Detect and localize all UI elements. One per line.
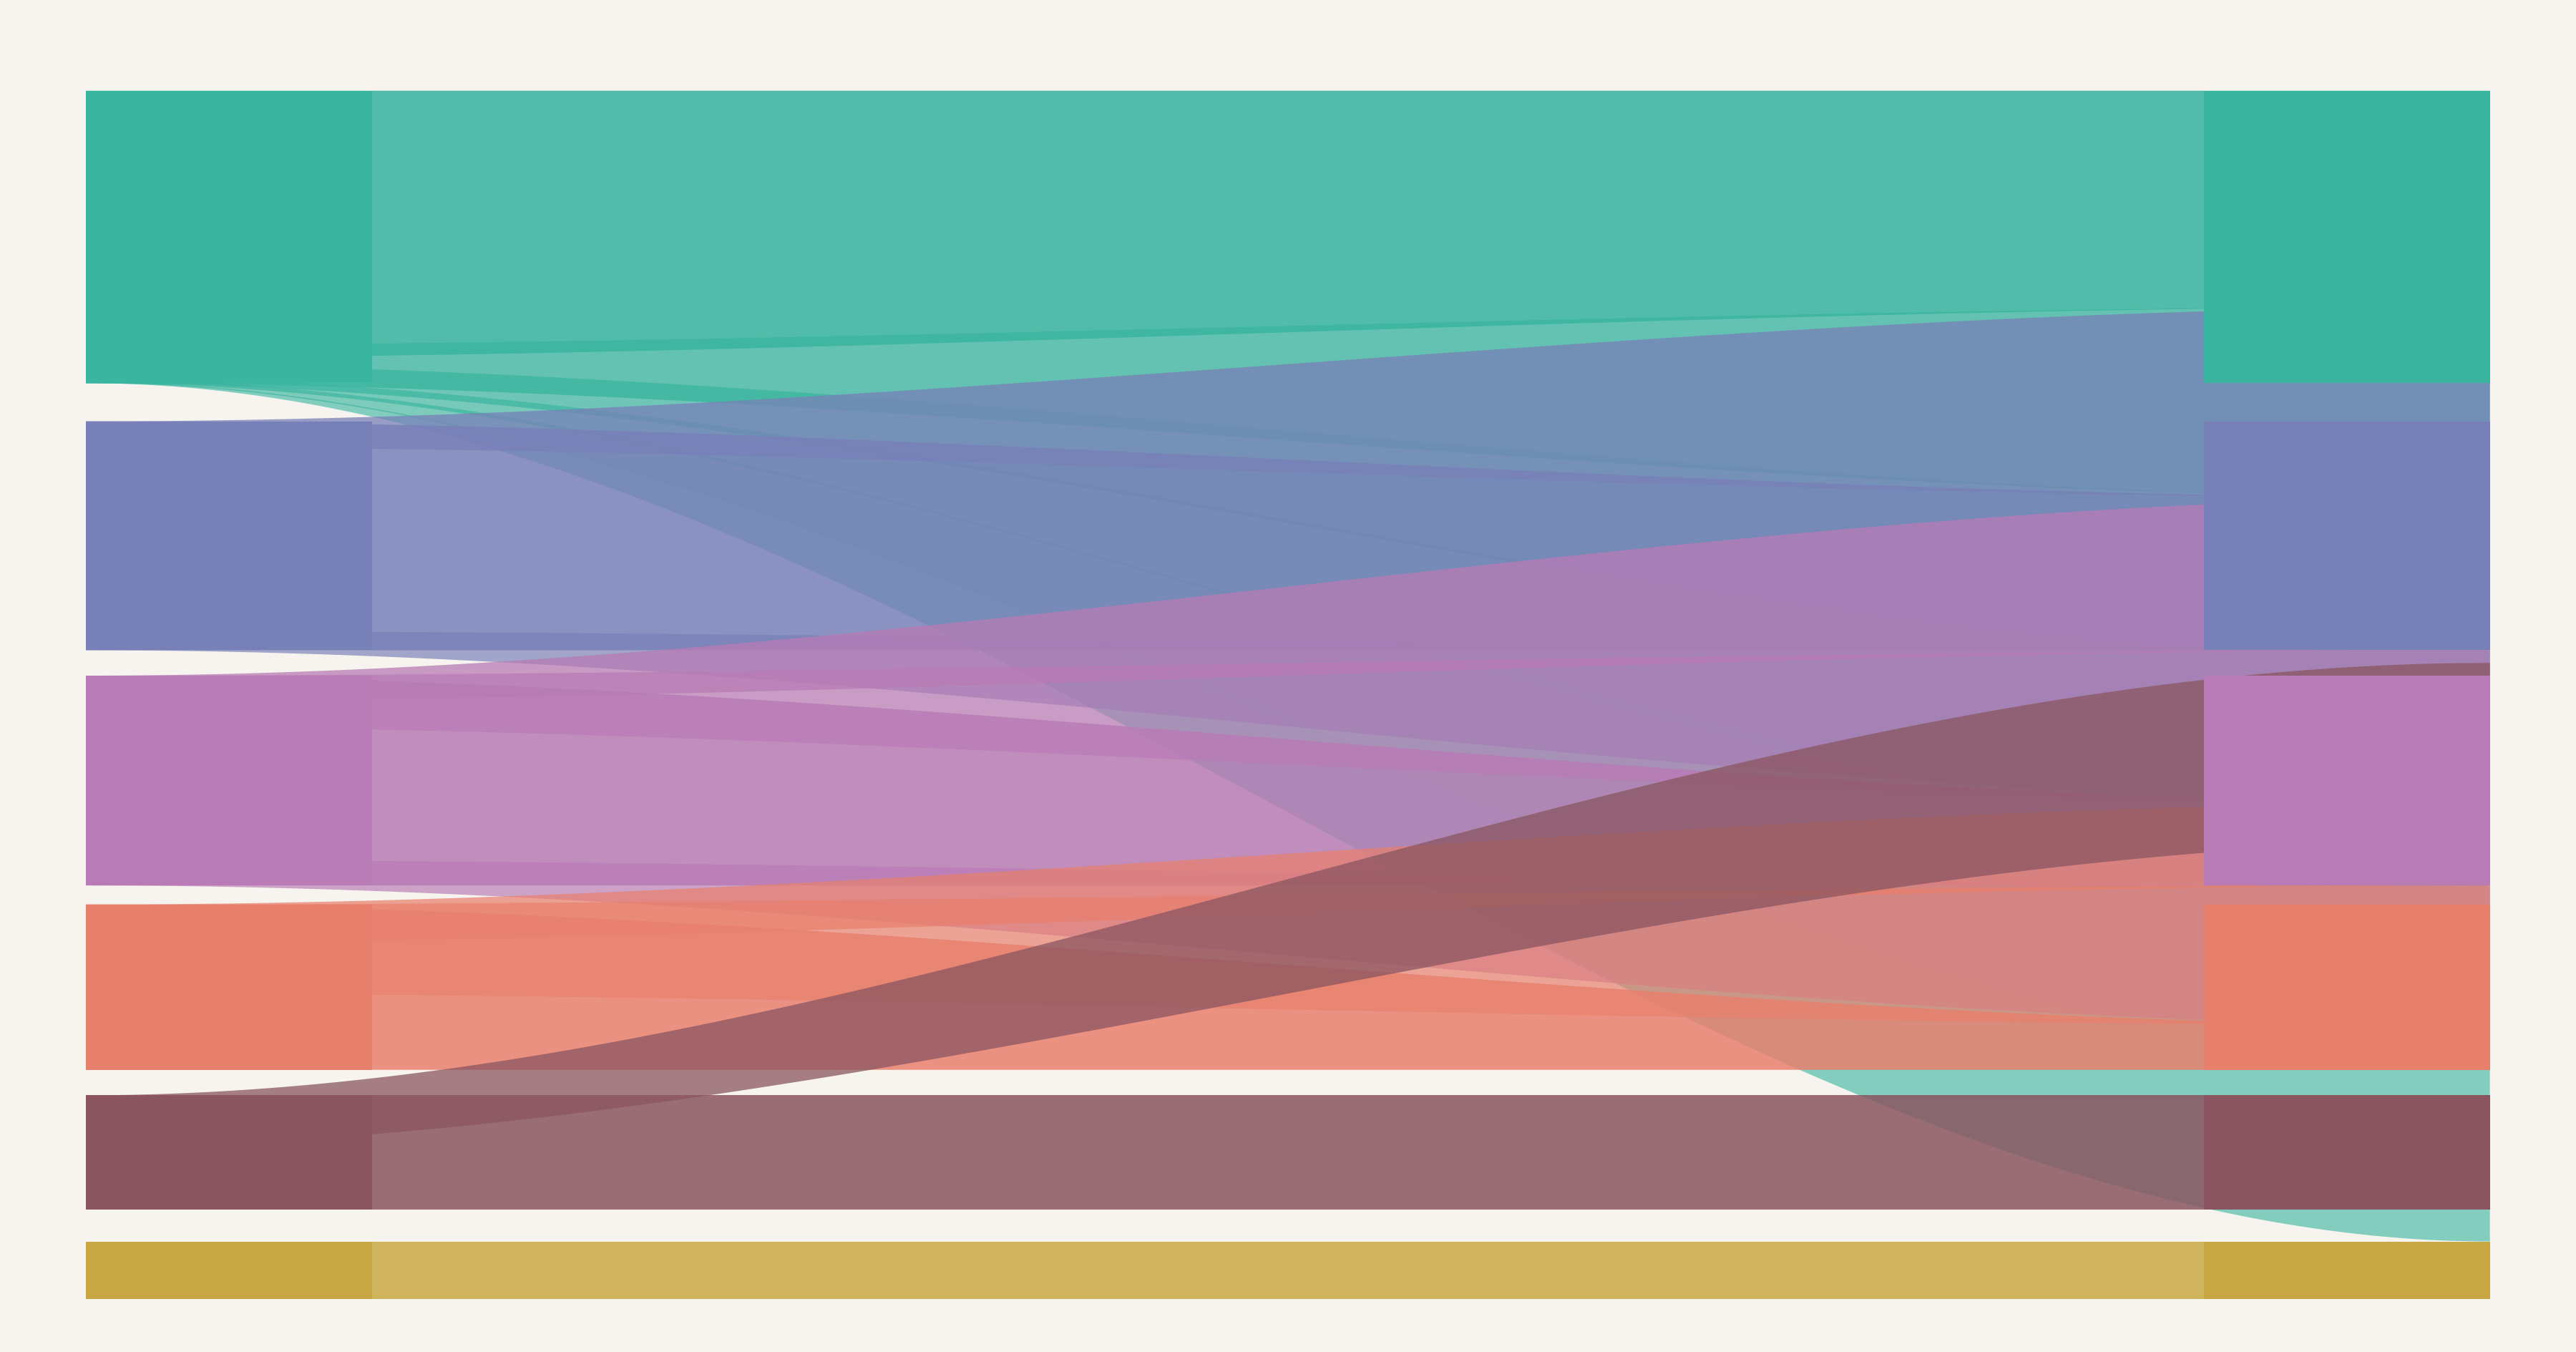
Bar: [2202, 676, 2491, 886]
Polygon shape: [85, 1241, 2491, 1299]
Polygon shape: [85, 803, 2491, 942]
Polygon shape: [85, 498, 2491, 702]
Polygon shape: [85, 92, 2491, 358]
Polygon shape: [85, 1095, 2491, 1210]
Bar: [2202, 92, 2491, 384]
Bar: [2202, 422, 2491, 650]
Polygon shape: [85, 860, 2491, 1025]
Bar: [85, 1095, 374, 1210]
Bar: [2202, 904, 2491, 1069]
Bar: [85, 904, 374, 1069]
Polygon shape: [85, 307, 2491, 498]
Polygon shape: [85, 365, 2491, 664]
Bar: [85, 676, 374, 886]
Polygon shape: [85, 631, 2491, 803]
Polygon shape: [85, 383, 2491, 1241]
Polygon shape: [85, 650, 2491, 803]
Bar: [85, 1241, 374, 1299]
Bar: [2202, 1095, 2491, 1210]
Bar: [85, 422, 374, 650]
Polygon shape: [85, 904, 2491, 1069]
Polygon shape: [85, 664, 2491, 1146]
Polygon shape: [85, 377, 2491, 841]
Bar: [2202, 1241, 2491, 1299]
Polygon shape: [85, 307, 2491, 498]
Polygon shape: [85, 886, 2491, 1025]
Bar: [85, 92, 374, 384]
Polygon shape: [85, 676, 2491, 886]
Polygon shape: [85, 380, 2491, 1057]
Polygon shape: [85, 422, 2491, 650]
